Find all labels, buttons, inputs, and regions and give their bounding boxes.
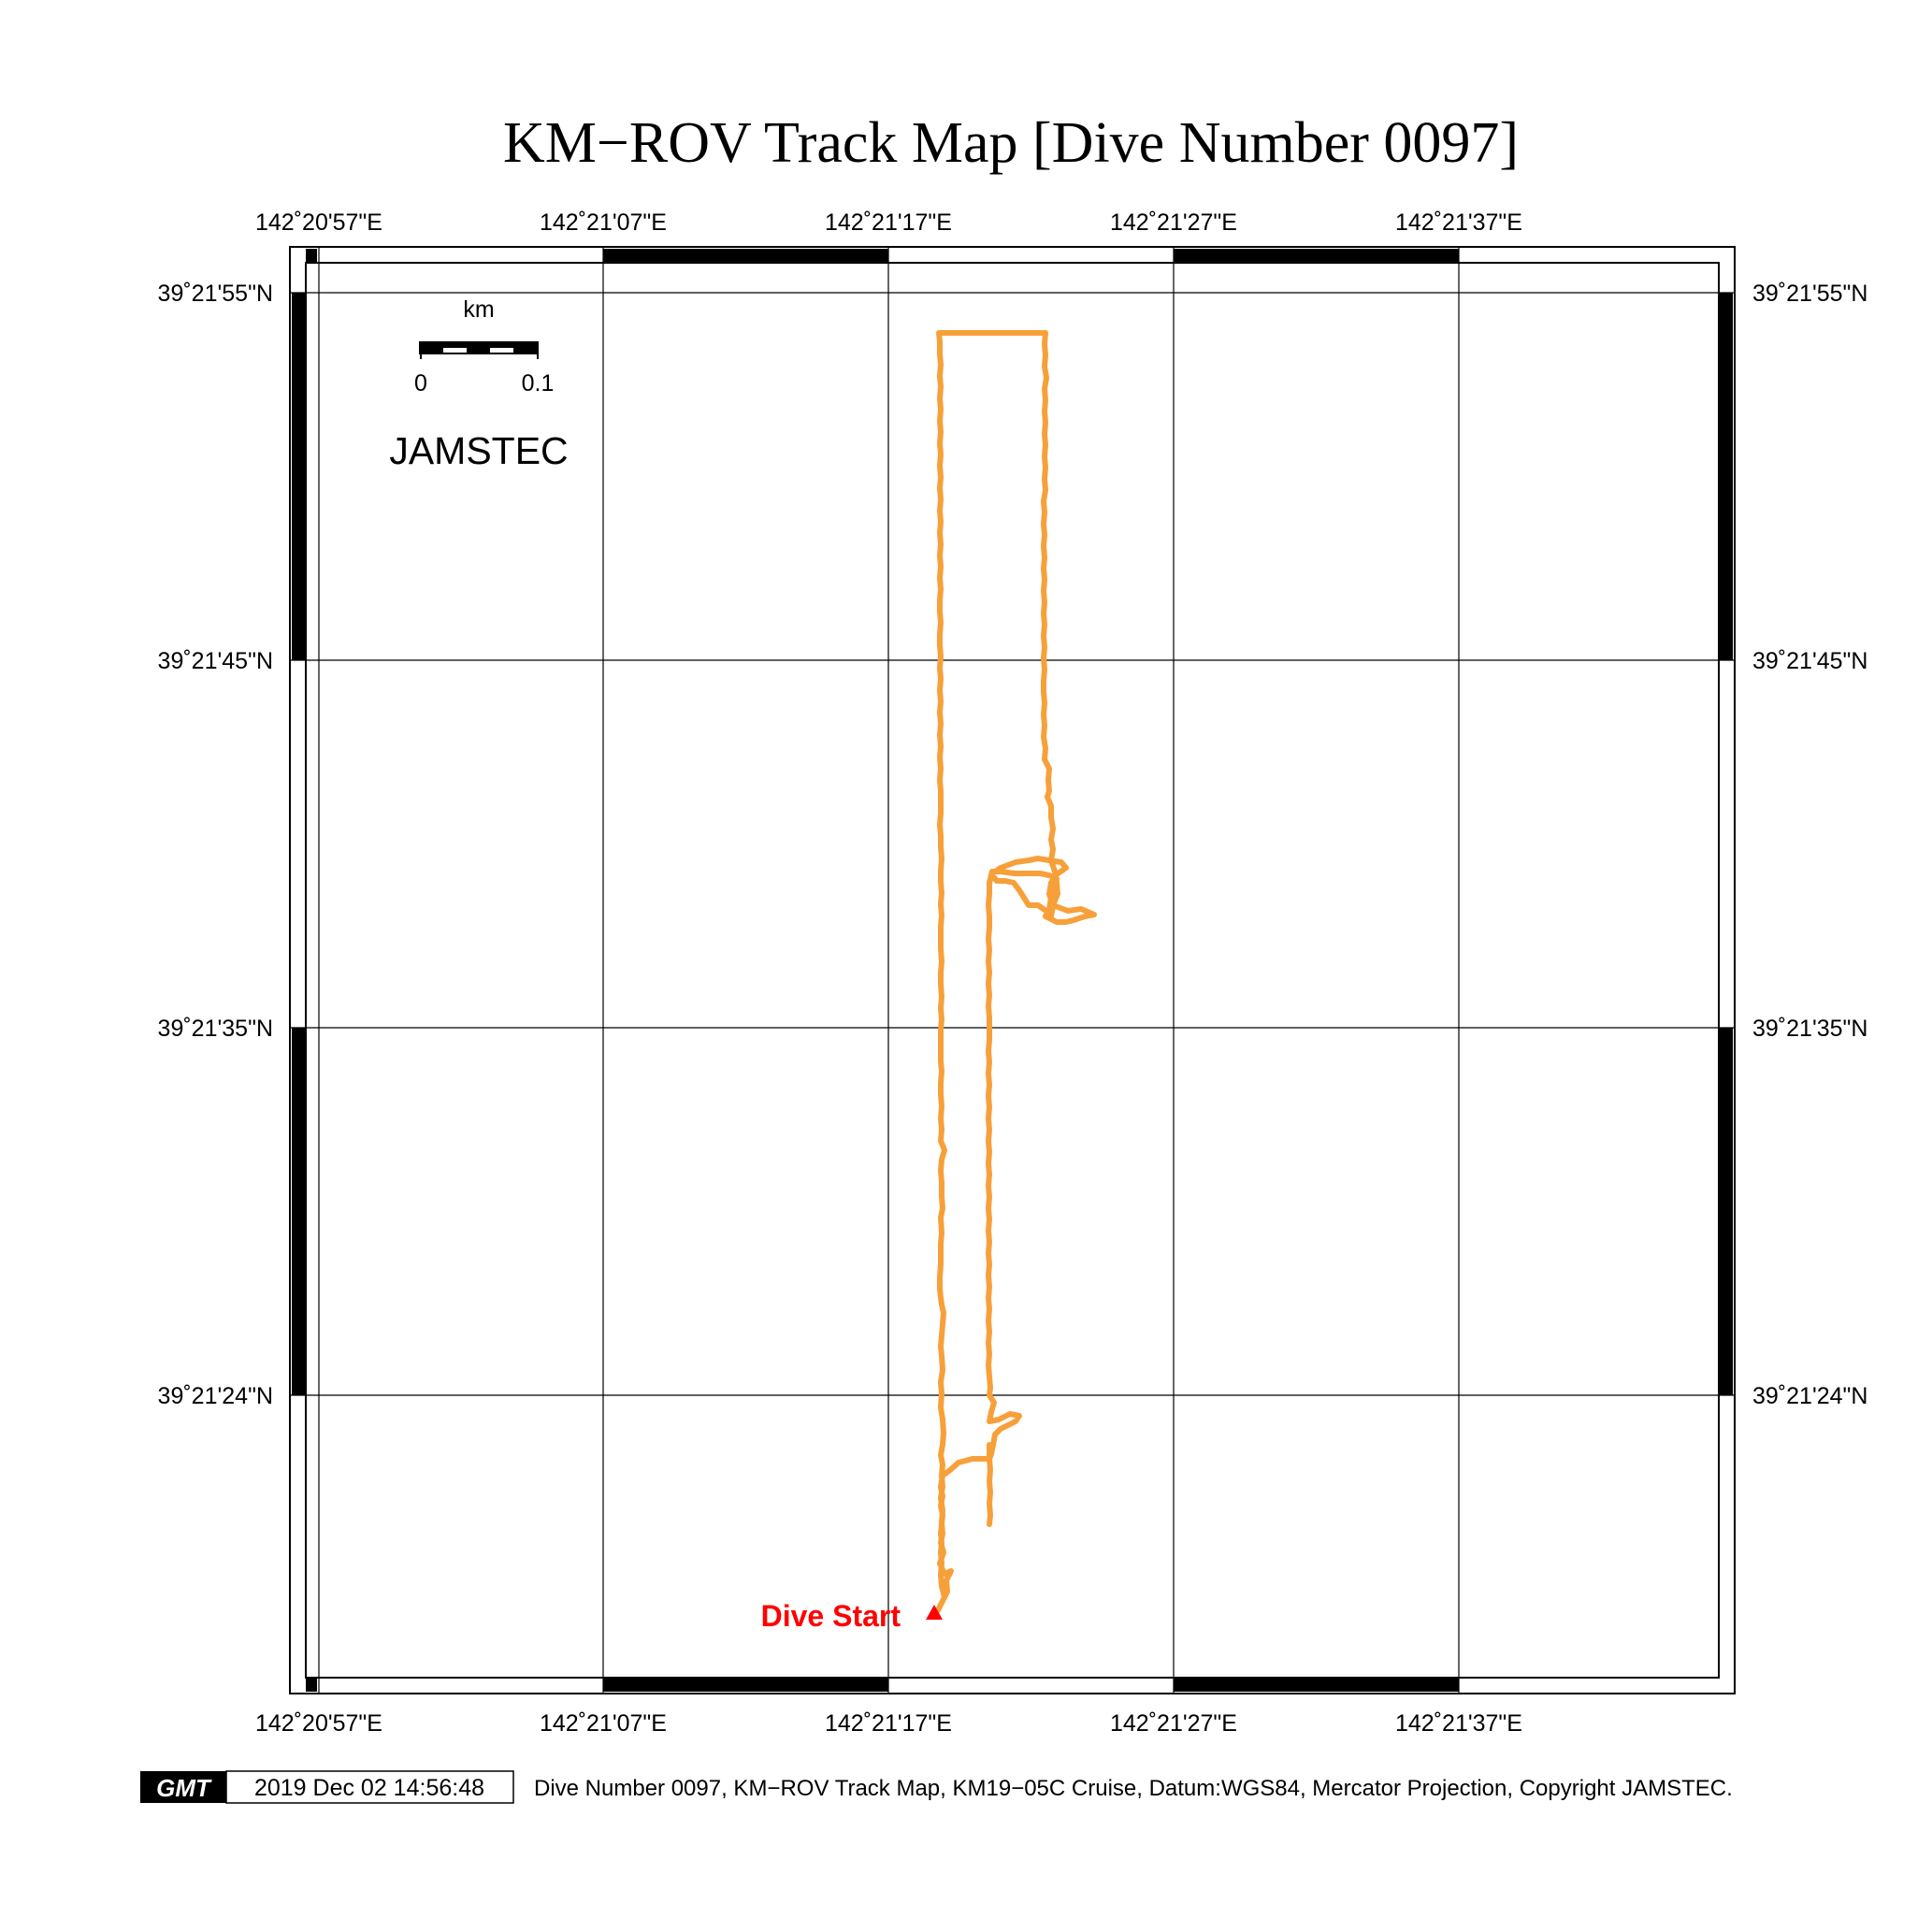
lon-label-top-5: 142˚21'37"E: [1395, 209, 1522, 236]
scale-unit: km: [463, 296, 494, 323]
lat-label-left-2: 39˚21'45"N: [158, 648, 273, 674]
brand-label: JAMSTEC: [389, 429, 568, 472]
lon-label-top-1: 142˚20'57"E: [255, 209, 382, 236]
map-frame-inner: [305, 262, 1720, 1679]
map-title: KM−ROV Track Map [Dive Number 0097]: [503, 111, 1519, 175]
lon-label-bottom-5: 142˚21'37"E: [1395, 1710, 1522, 1737]
rov-track: [935, 330, 1097, 1613]
lat-label-right-2: 39˚21'45"N: [1752, 648, 1867, 674]
footer: GMT 2019 Dec 02 14:56:48 Dive Number 009…: [140, 1770, 1733, 1804]
scale-end: 0.1: [522, 370, 555, 396]
gmt-logo: [140, 1771, 226, 1803]
lat-label-left-3: 39˚21'35"N: [158, 1016, 273, 1042]
footer-caption: Dive Number 0097, KM−ROV Track Map, KM19…: [534, 1776, 1733, 1801]
frame-bars-horizontal: [306, 249, 1459, 1692]
scale-start: 0: [414, 370, 427, 396]
lon-label-top-2: 142˚21'07"E: [540, 209, 667, 236]
lat-label-right-1: 39˚21'55"N: [1752, 281, 1867, 307]
lon-label-bottom-1: 142˚20'57"E: [255, 1710, 382, 1737]
lon-label-bottom-3: 142˚21'17"E: [825, 1710, 952, 1737]
frame-bars-vertical: [292, 293, 1733, 1395]
lon-label-bottom-4: 142˚21'27"E: [1110, 1710, 1237, 1737]
lat-label-left-4: 39˚21'24"N: [158, 1383, 273, 1409]
scale-bar: km 0 0.1: [414, 296, 554, 396]
lon-label-bottom-2: 142˚21'07"E: [540, 1710, 667, 1737]
lon-label-top-3: 142˚21'17"E: [825, 209, 952, 236]
dive-start-marker: [926, 1605, 943, 1620]
grid-lines: [290, 247, 1735, 1694]
lat-label-left-1: 39˚21'55"N: [158, 281, 273, 307]
lat-label-right-3: 39˚21'35"N: [1752, 1016, 1867, 1042]
lat-label-right-4: 39˚21'24"N: [1752, 1383, 1867, 1409]
rov-track-spur: [987, 1442, 993, 1527]
dive-start-label: Dive Start: [761, 1599, 901, 1633]
lon-label-top-4: 142˚21'27"E: [1110, 209, 1237, 236]
gmt-logo-text: GMT: [156, 1774, 212, 1802]
footer-timestamp: 2019 Dec 02 14:56:48: [254, 1775, 484, 1801]
timestamp-box: [225, 1770, 514, 1804]
map-frame-outer: [289, 246, 1736, 1694]
